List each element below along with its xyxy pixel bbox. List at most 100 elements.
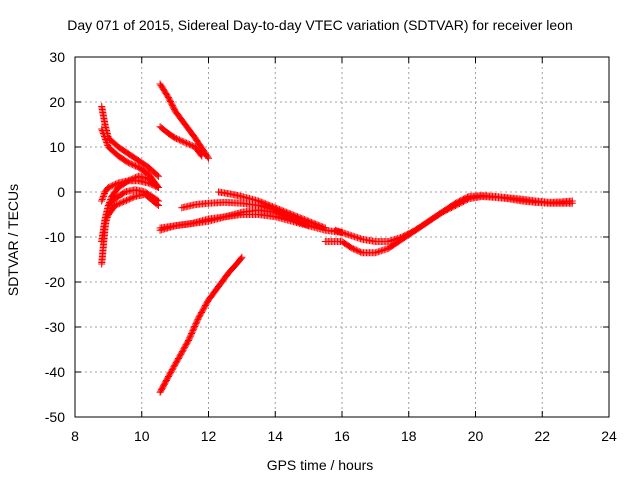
data-point	[171, 134, 179, 142]
y-tick-label: -10	[45, 229, 65, 245]
series-layer	[98, 80, 576, 396]
x-tick-label: 14	[267, 428, 283, 444]
data-point	[130, 193, 138, 201]
data-point	[146, 180, 154, 188]
series-arc-h	[156, 123, 206, 160]
grid-layer	[75, 57, 609, 417]
data-point	[129, 161, 137, 169]
y-tick-label: -40	[45, 364, 65, 380]
x-tick-label: 22	[534, 428, 550, 444]
data-point	[154, 182, 162, 190]
data-point	[115, 200, 123, 208]
data-point	[124, 196, 132, 204]
data-point	[114, 200, 122, 208]
data-point	[197, 151, 205, 159]
data-point	[102, 218, 110, 226]
data-point	[352, 246, 360, 254]
data-point	[103, 215, 111, 223]
y-tick-label: -20	[45, 274, 65, 290]
data-point	[106, 183, 114, 191]
data-point	[118, 198, 126, 206]
data-point	[117, 199, 125, 207]
data-point	[321, 224, 329, 232]
data-point	[120, 198, 128, 206]
data-point	[238, 253, 246, 261]
data-point	[98, 196, 106, 203]
x-tick-label: 24	[601, 428, 617, 444]
series-arc-i	[156, 253, 246, 396]
data-point	[181, 139, 189, 146]
x-tick-label: 8	[71, 428, 79, 444]
data-point	[109, 182, 117, 190]
data-point	[320, 223, 328, 231]
data-point	[177, 137, 185, 145]
data-point	[568, 197, 576, 205]
series-arc-n	[321, 193, 576, 257]
data-point	[121, 197, 129, 205]
data-point	[104, 184, 112, 191]
data-point	[351, 246, 359, 254]
data-point	[178, 137, 186, 145]
data-point	[153, 200, 161, 208]
data-point	[102, 137, 110, 145]
data-point	[204, 153, 212, 161]
x-axis-label: GPS time / hours	[266, 457, 374, 473]
data-point	[98, 197, 106, 205]
data-point	[100, 131, 108, 139]
data-point	[100, 191, 108, 199]
data-point	[174, 135, 182, 143]
data-point	[101, 220, 109, 227]
data-point	[103, 214, 111, 221]
data-point	[98, 125, 106, 133]
data-point	[102, 136, 110, 143]
data-point	[185, 140, 193, 148]
series-arc-e	[98, 125, 162, 191]
data-point	[112, 180, 120, 188]
data-point	[99, 194, 107, 202]
y-tick-label: 0	[57, 184, 65, 200]
data-point	[180, 138, 188, 146]
y-tick-label: -30	[45, 319, 65, 335]
data-point	[99, 193, 107, 200]
tick-layer: 8 10 12 14 16 18 20 22 24 -50 -40 -30 -20 -10 0 10 20 30	[45, 49, 617, 444]
y-tick-label: -50	[45, 409, 65, 425]
series-arc-f	[101, 190, 162, 227]
x-tick-label: 20	[468, 428, 484, 444]
data-point	[101, 134, 109, 142]
data-point	[205, 154, 212, 162]
data-point	[124, 159, 132, 167]
chart-title: Day 071 of 2015, Sidereal Day-to-day VTE…	[67, 17, 573, 33]
data-point	[130, 161, 138, 169]
data-point	[153, 171, 161, 179]
data-point	[103, 140, 111, 148]
data-point	[175, 136, 183, 144]
data-point	[184, 140, 192, 148]
data-point	[102, 217, 110, 224]
data-point	[349, 245, 357, 253]
x-tick-label: 18	[401, 428, 417, 444]
data-point	[98, 127, 106, 134]
y-axis-label: SDTVAR / TECUs	[5, 183, 21, 297]
data-point	[173, 135, 181, 143]
data-point	[187, 141, 195, 149]
plot-frame	[74, 56, 610, 418]
y-tick-label: 30	[49, 49, 65, 65]
data-point	[125, 195, 133, 203]
x-tick-label: 16	[334, 428, 350, 444]
data-point	[183, 139, 191, 147]
data-point	[132, 162, 140, 170]
data-point	[110, 181, 118, 189]
y-tick-label: 10	[49, 139, 65, 155]
data-point	[237, 254, 245, 262]
series-arc-g	[156, 80, 212, 162]
y-tick-label: 20	[49, 94, 65, 110]
series-arc-o	[331, 192, 576, 245]
data-point	[198, 152, 206, 160]
series-arc-m	[215, 188, 329, 232]
data-point	[128, 194, 136, 202]
data-point	[127, 160, 135, 168]
data-point	[154, 184, 162, 191]
x-tick-label: 12	[201, 428, 217, 444]
data-point	[355, 247, 363, 255]
